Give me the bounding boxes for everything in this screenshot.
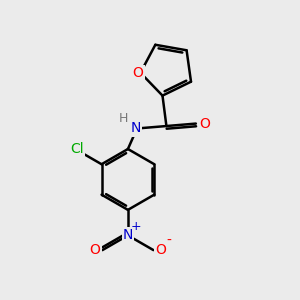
Text: O: O (155, 243, 166, 257)
Text: -: - (167, 234, 172, 248)
Text: Cl: Cl (70, 142, 84, 156)
Text: O: O (90, 243, 101, 257)
Text: N: N (130, 122, 141, 136)
Text: H: H (118, 112, 128, 125)
Text: O: O (133, 66, 143, 80)
Text: O: O (199, 117, 210, 130)
Text: +: + (131, 220, 142, 233)
Text: N: N (123, 228, 133, 242)
